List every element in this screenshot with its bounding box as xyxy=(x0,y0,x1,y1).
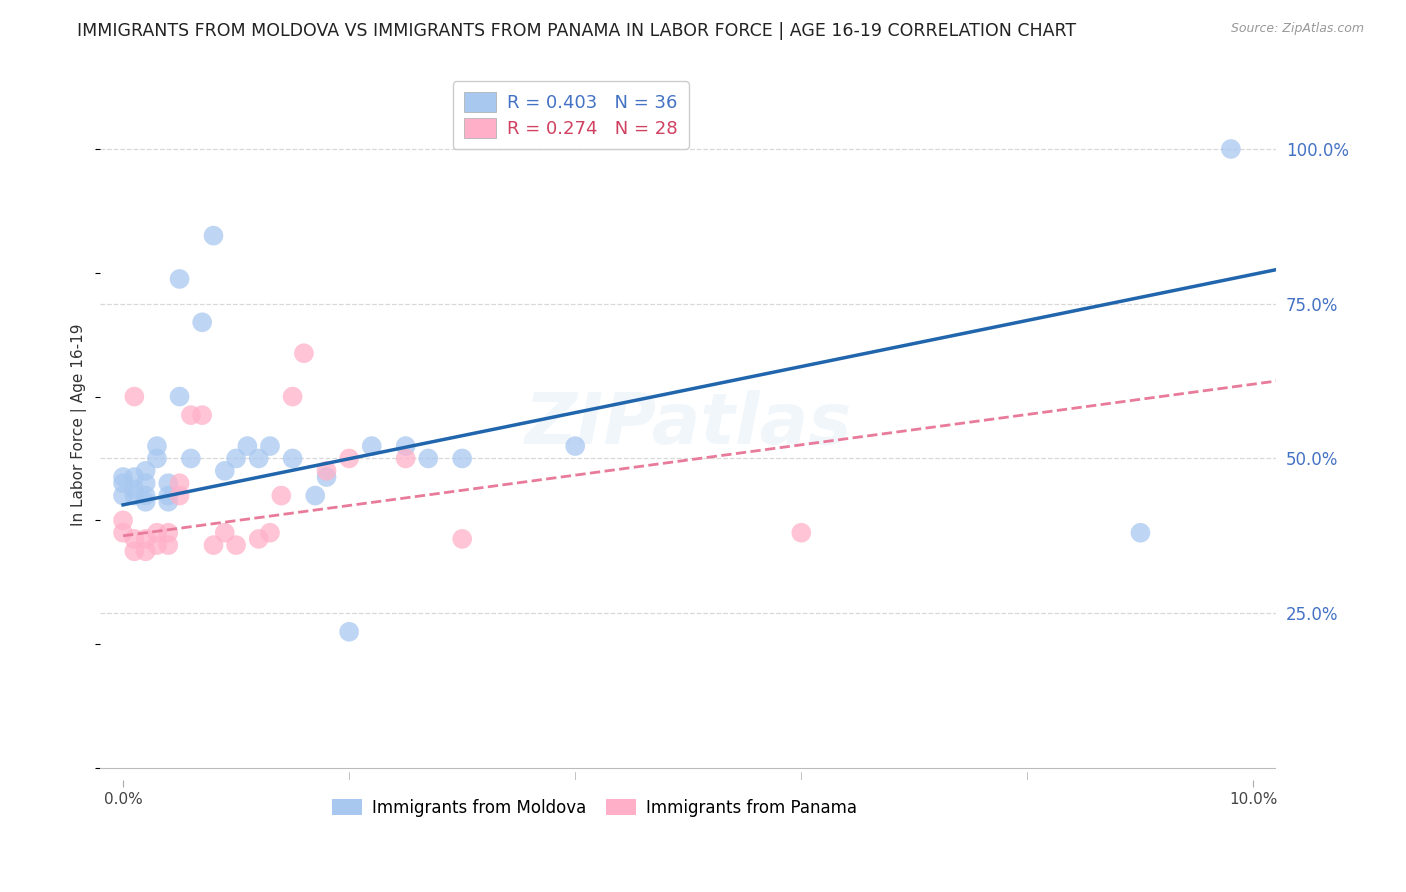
Text: ZIPatlas: ZIPatlas xyxy=(524,390,852,458)
Point xyxy=(157,476,180,491)
Point xyxy=(202,228,225,243)
Point xyxy=(112,525,135,540)
Point xyxy=(112,470,135,484)
Point xyxy=(169,489,191,503)
Point xyxy=(395,451,418,466)
Point xyxy=(112,513,135,527)
Point xyxy=(135,544,157,558)
Point xyxy=(135,464,157,478)
Point xyxy=(225,538,247,552)
Point xyxy=(157,538,180,552)
Y-axis label: In Labor Force | Age 16-19: In Labor Force | Age 16-19 xyxy=(72,323,87,525)
Point xyxy=(360,439,382,453)
Text: IMMIGRANTS FROM MOLDOVA VS IMMIGRANTS FROM PANAMA IN LABOR FORCE | AGE 16-19 COR: IMMIGRANTS FROM MOLDOVA VS IMMIGRANTS FR… xyxy=(77,22,1077,40)
Point xyxy=(146,538,169,552)
Point xyxy=(247,451,270,466)
Point xyxy=(124,390,146,404)
Point xyxy=(112,489,135,503)
Point xyxy=(564,439,586,453)
Legend: Immigrants from Moldova, Immigrants from Panama: Immigrants from Moldova, Immigrants from… xyxy=(323,790,865,825)
Point xyxy=(180,408,202,422)
Point xyxy=(146,451,169,466)
Point xyxy=(214,525,236,540)
Point xyxy=(214,464,236,478)
Point xyxy=(281,390,304,404)
Point xyxy=(124,544,146,558)
Point xyxy=(1219,142,1241,156)
Point xyxy=(124,483,146,497)
Point xyxy=(157,489,180,503)
Point xyxy=(259,439,281,453)
Point xyxy=(180,451,202,466)
Point xyxy=(112,476,135,491)
Point xyxy=(451,532,474,546)
Point xyxy=(247,532,270,546)
Point xyxy=(191,315,214,329)
Text: Source: ZipAtlas.com: Source: ZipAtlas.com xyxy=(1230,22,1364,36)
Point xyxy=(395,439,418,453)
Point xyxy=(337,624,360,639)
Point xyxy=(790,525,813,540)
Point xyxy=(304,489,326,503)
Point xyxy=(135,495,157,509)
Point xyxy=(337,451,360,466)
Point xyxy=(124,532,146,546)
Point xyxy=(281,451,304,466)
Point xyxy=(135,476,157,491)
Point xyxy=(315,464,337,478)
Point xyxy=(169,476,191,491)
Point xyxy=(225,451,247,466)
Point xyxy=(124,489,146,503)
Point xyxy=(259,525,281,540)
Point xyxy=(135,489,157,503)
Point xyxy=(157,495,180,509)
Point xyxy=(202,538,225,552)
Point xyxy=(146,439,169,453)
Point xyxy=(169,272,191,286)
Point xyxy=(292,346,315,360)
Point xyxy=(1129,525,1152,540)
Point xyxy=(270,489,292,503)
Point xyxy=(124,470,146,484)
Point xyxy=(315,470,337,484)
Point xyxy=(418,451,440,466)
Point xyxy=(191,408,214,422)
Point xyxy=(146,525,169,540)
Point xyxy=(451,451,474,466)
Point xyxy=(135,532,157,546)
Point xyxy=(236,439,259,453)
Point xyxy=(157,525,180,540)
Point xyxy=(169,390,191,404)
